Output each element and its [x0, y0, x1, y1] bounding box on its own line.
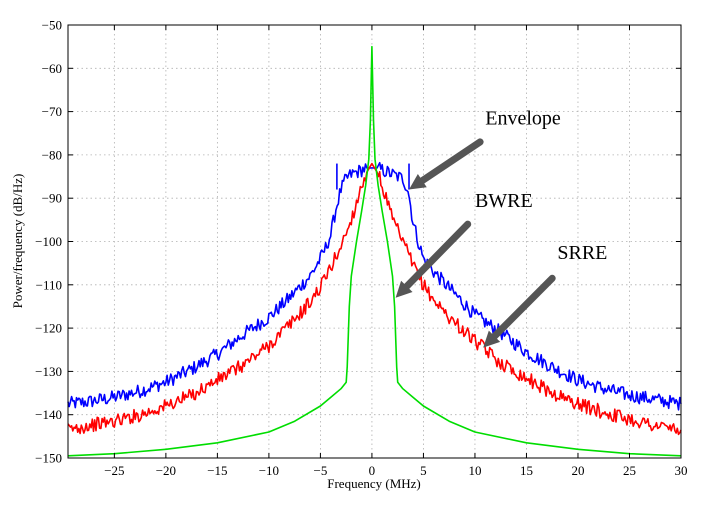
y-tick-label: −130 — [35, 364, 62, 379]
annotation-label: SRRE — [557, 242, 607, 264]
x-axis-label: Frequency (MHz) — [327, 476, 421, 491]
series-bwre — [67, 162, 682, 436]
annotation-arrow-shaft — [403, 220, 472, 290]
y-axis-label: Power/frequency (dB/Hz) — [10, 174, 25, 309]
annotation-arrow-shaft — [418, 138, 484, 185]
x-tick-label: −5 — [313, 463, 327, 478]
y-tick-label: −80 — [42, 147, 62, 162]
y-tick-label: −120 — [35, 321, 62, 336]
y-tick-label: −70 — [42, 104, 62, 119]
y-axis-ticks: −50 −60 −70 −80 −90 −100 −110 −120 −130 −140 −150 — [35, 18, 681, 466]
x-tick-label: 10 — [468, 463, 481, 478]
x-axis-ticks: −25 −20 −15 −10 −5 0 5 10 15 20 25 30 — [104, 25, 688, 478]
series-srre — [67, 45, 682, 457]
x-tick-label: 25 — [623, 463, 636, 478]
y-tick-label: −150 — [35, 451, 62, 466]
x-tick-label: 20 — [571, 463, 584, 478]
grid-lines — [68, 24, 682, 459]
annotation-label: Envelope — [485, 108, 561, 130]
annotation-arrow-head — [395, 280, 413, 298]
y-tick-label: −100 — [35, 234, 62, 249]
y-tick-label: −90 — [42, 191, 62, 206]
series-layer — [67, 45, 682, 457]
x-tick-label: −10 — [259, 463, 279, 478]
annotation-layer: Envelope BWRE SRRE — [395, 108, 607, 348]
annotation-arrow-head — [483, 330, 501, 348]
x-tick-label: −15 — [207, 463, 227, 478]
x-tick-label: 0 — [369, 463, 376, 478]
annotation-arrow-head — [409, 173, 427, 190]
x-tick-label: 15 — [520, 463, 533, 478]
x-tick-label: 30 — [675, 463, 688, 478]
y-tick-label: −50 — [42, 18, 62, 33]
annotation-label: BWRE — [475, 190, 533, 212]
x-tick-label: 5 — [420, 463, 427, 478]
y-tick-label: −60 — [42, 61, 62, 76]
x-tick-label: −20 — [156, 463, 176, 478]
annotation-arrow-shaft — [490, 274, 556, 340]
y-tick-label: −140 — [35, 407, 62, 422]
x-tick-label: −25 — [104, 463, 124, 478]
y-tick-label: −110 — [36, 277, 62, 292]
